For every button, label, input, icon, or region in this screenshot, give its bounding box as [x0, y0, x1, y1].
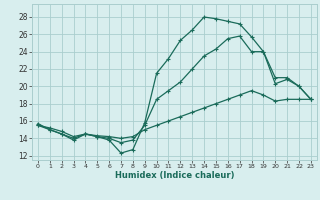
X-axis label: Humidex (Indice chaleur): Humidex (Indice chaleur) — [115, 171, 234, 180]
